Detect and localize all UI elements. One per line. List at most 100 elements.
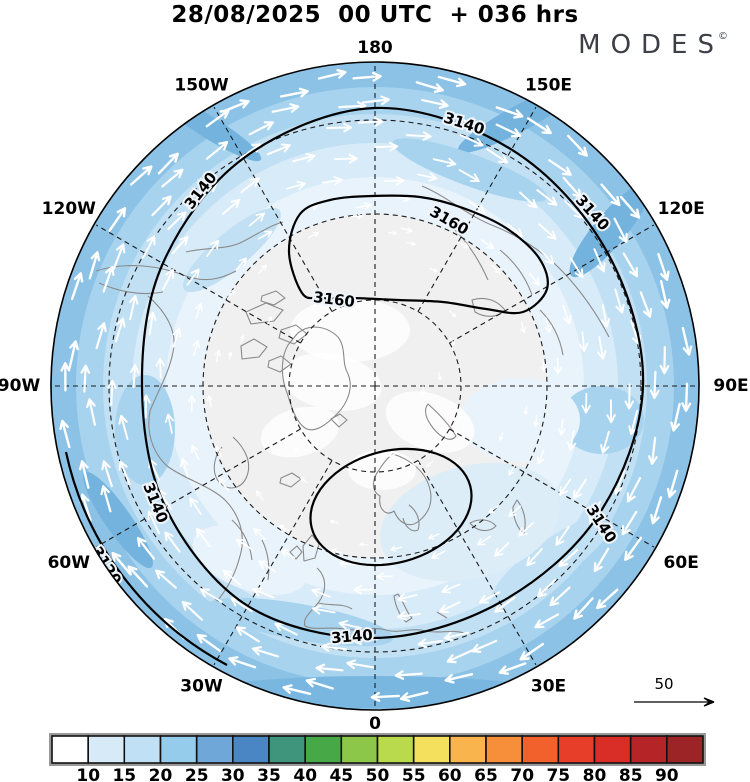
- colorbar-cell: [665, 735, 704, 764]
- wind-arrow-icon: [538, 223, 557, 240]
- wind-arrow-icon: [397, 593, 418, 603]
- wind-arrow-icon: [88, 251, 101, 280]
- wind-arrow-icon: [222, 99, 250, 113]
- longitude-label-30W: 30W: [180, 677, 223, 697]
- wind-arrow-icon: [624, 536, 643, 561]
- wind-arrow-icon: [205, 141, 229, 160]
- figure-title: 28/08/2025 00 UTC + 036 hrs: [171, 2, 579, 28]
- colorbar-tick-label: 30: [221, 766, 245, 782]
- contour-3160-scandinavia: [309, 447, 473, 567]
- wind-arrow-icon: [567, 430, 577, 451]
- wind-arrow-icon: [258, 264, 267, 274]
- coastline: [317, 602, 353, 610]
- wind-arrow-icon: [536, 189, 558, 206]
- wind-arrow-icon: [142, 235, 156, 259]
- wind-arrow-icon: [397, 611, 421, 621]
- contour-3160: [287, 194, 549, 315]
- wind-arrow-icon: [80, 364, 91, 393]
- wind-arrow-icon: [108, 207, 127, 232]
- wind-arrow-icon: [596, 588, 619, 610]
- colorbar-cell: [485, 735, 524, 764]
- coastline: [260, 290, 286, 306]
- wind-arrow-icon: [549, 586, 571, 607]
- wind-arrow-icon: [437, 75, 467, 88]
- wind-arrow-icon: [441, 583, 461, 594]
- wind-arrow-icon: [107, 379, 117, 406]
- wind-arrow-icon: [557, 419, 566, 436]
- wind-arrow-icon: [86, 398, 96, 426]
- coastline: [539, 309, 564, 356]
- wind-arrow-icon: [614, 288, 625, 314]
- shading-blob: [83, 471, 153, 569]
- wind-arrow-icon: [336, 308, 345, 313]
- wind-arrow-icon: [498, 662, 527, 675]
- wind-arrow-icon: [196, 633, 221, 652]
- wind-arrow-icon: [101, 460, 113, 488]
- shading-blob: [460, 378, 580, 462]
- wind-arrow-icon: [321, 642, 347, 653]
- wind-arrow-icon: [443, 631, 469, 642]
- wind-arrow-icon: [508, 464, 516, 476]
- calm-patch: [385, 391, 475, 453]
- colorbar-cell: [159, 735, 198, 764]
- wind-arrow-icon: [573, 597, 594, 620]
- colorbar-outer-shadow: [49, 733, 706, 766]
- wind-arrow-icon: [195, 527, 211, 548]
- colorbar-tick-label: 65: [474, 766, 498, 782]
- wind-arrow-icon: [274, 622, 298, 636]
- wind-arrow-icon: [266, 143, 291, 156]
- wind-arrow-icon: [406, 241, 416, 246]
- wind-arrow-icon: [357, 117, 384, 127]
- wind-arrow-icon: [308, 231, 320, 239]
- colorbar-cell: [629, 735, 668, 764]
- wind-arrow-icon: [129, 294, 139, 321]
- wind-arrow-icon: [449, 337, 455, 346]
- wind-arrow-icon: [544, 317, 553, 334]
- wind-arrow-icon: [578, 331, 589, 352]
- colorbar-tick-label: 10: [76, 766, 100, 782]
- coastline: [471, 297, 506, 317]
- wind-arrow-icon: [171, 236, 189, 255]
- wind-arrow-icon: [100, 485, 112, 513]
- wind-arrow-icon: [376, 572, 393, 581]
- wind-arrow-icon: [458, 241, 470, 249]
- wind-arrow-icon: [70, 272, 84, 301]
- coastline: [372, 453, 432, 526]
- wind-arrow-icon: [444, 673, 474, 684]
- wind-arrow-icon: [333, 153, 358, 164]
- meridian-line: [213, 106, 333, 312]
- shading-blob: [183, 207, 281, 293]
- meridian-line: [449, 224, 655, 344]
- longitude-label-30E: 30E: [531, 677, 566, 697]
- wind-arrow-icon: [537, 578, 557, 598]
- wind-arrow-icon: [626, 477, 642, 503]
- wind-arrow-icon: [257, 230, 273, 240]
- longitude-label-120W: 120W: [42, 199, 96, 219]
- wind-arrow-icon: [215, 445, 223, 458]
- wind-arrow-icon: [279, 87, 309, 98]
- wind-arrow-icon: [415, 81, 444, 93]
- wind-arrow-icon: [111, 551, 132, 575]
- colorbar-cell: [268, 735, 307, 764]
- wind-arrow-icon: [319, 379, 325, 389]
- wind-arrow-icon: [366, 324, 376, 330]
- wind-arrow-icon: [68, 340, 79, 369]
- coastline: [402, 504, 420, 532]
- wind-arrow-icon: [253, 527, 266, 540]
- wind-arrow-icon: [394, 670, 423, 680]
- wind-arrow-icon: [411, 461, 420, 467]
- colorbar-cell: [340, 735, 379, 764]
- wind-arrow-icon: [600, 304, 611, 328]
- wind-arrow-icon: [235, 257, 247, 271]
- wind-arrow-icon: [491, 264, 501, 274]
- wind-arrow-icon: [129, 364, 140, 389]
- wind-arrow-icon: [681, 326, 693, 356]
- wind-arrow-icon: [352, 71, 382, 82]
- wind-arrow-icon: [194, 303, 203, 319]
- calm-patch: [282, 353, 382, 411]
- wind-arrow-icon: [199, 588, 223, 603]
- coastline: [261, 539, 270, 581]
- wind-arrow-icon: [294, 447, 302, 455]
- coastline: [469, 519, 497, 532]
